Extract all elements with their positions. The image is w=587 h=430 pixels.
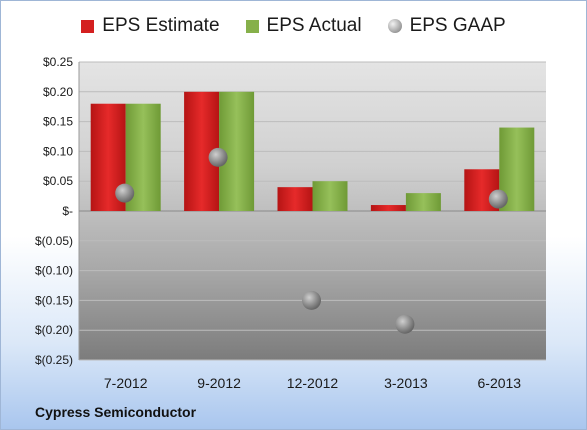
y-tick-label: $0.25 (43, 55, 73, 69)
legend-swatch-eps-gaap (387, 19, 402, 33)
bar-eps-estimate (277, 187, 313, 211)
x-tick-label: 12-2012 (287, 375, 339, 391)
legend-swatch-eps-actual (245, 19, 259, 33)
y-tick-label: $0.05 (43, 174, 73, 188)
x-tick-label: 6-2013 (478, 375, 522, 391)
bar-eps-actual (405, 193, 441, 211)
y-tick-label: $0.15 (43, 115, 73, 129)
legend-item-eps-actual: EPS Actual (245, 15, 362, 37)
y-tick-label: $(0.20) (35, 323, 73, 337)
point-eps-gaap (395, 314, 415, 334)
y-tick-label: $0.10 (43, 144, 73, 158)
x-tick-label: 7-2012 (104, 375, 148, 391)
x-tick-label: 9-2012 (197, 375, 241, 391)
point-eps-gaap (488, 189, 508, 209)
y-tick-label: $- (62, 204, 73, 218)
x-tick-label: 3-2013 (384, 375, 428, 391)
y-tick-label: $(0.15) (35, 293, 73, 307)
legend-label-eps-gaap: EPS GAAP (409, 15, 506, 36)
y-tick-label: $(0.25) (35, 353, 73, 367)
y-tick-label: $(0.10) (35, 264, 73, 278)
y-tick-label: $(0.05) (35, 234, 73, 248)
point-eps-gaap (208, 147, 228, 167)
legend-label-eps-estimate: EPS Estimate (102, 15, 220, 36)
legend-swatch-eps-estimate (81, 19, 95, 33)
y-tick-label: $0.20 (43, 85, 73, 99)
company-label: Cypress Semiconductor (35, 404, 197, 420)
legend-item-eps-gaap: EPS GAAP (387, 15, 506, 37)
point-eps-gaap (115, 183, 135, 203)
bar-eps-estimate (370, 205, 406, 211)
chart-legend: EPS Estimate EPS Actual EPS GAAP (1, 15, 586, 37)
bar-eps-actual (312, 181, 348, 211)
legend-item-eps-estimate: EPS Estimate (81, 15, 220, 37)
legend-label-eps-actual: EPS Actual (266, 15, 362, 36)
point-eps-gaap (302, 290, 321, 310)
